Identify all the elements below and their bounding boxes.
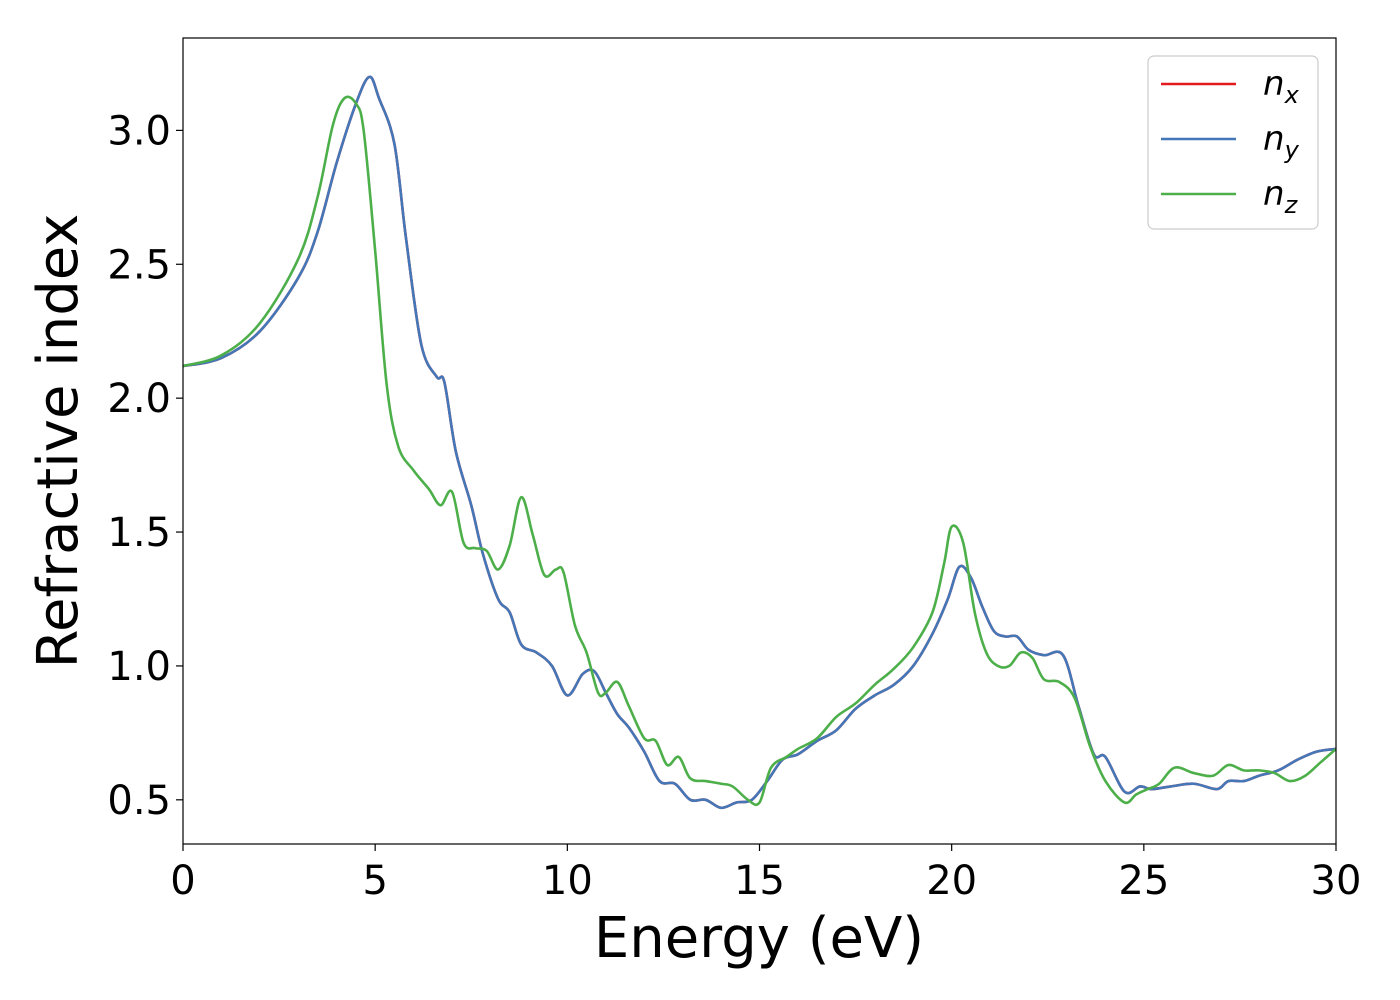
series-line-nz xyxy=(182,95,1337,807)
y-tick-label: 1.0 xyxy=(107,644,171,690)
x-axis-ticks: 0 5 10 15 20 25 30 xyxy=(170,844,1361,904)
y-tick-label: 0.5 xyxy=(107,778,171,824)
x-tick-label: 15 xyxy=(734,858,785,904)
y-tick-label: 2.5 xyxy=(107,242,171,288)
y-tick-label: 1.5 xyxy=(107,510,171,556)
legend-box xyxy=(1147,55,1319,230)
x-tick-label: 20 xyxy=(926,858,977,904)
x-axis-title: Energy (eV) xyxy=(594,906,924,971)
legend-subscript-y: y xyxy=(1284,136,1300,164)
x-tick-label: 5 xyxy=(362,858,387,904)
legend-subscript-x: x xyxy=(1284,81,1300,109)
x-tick-label: 30 xyxy=(1311,858,1362,904)
series-layer xyxy=(182,75,1337,810)
x-tick-label: 25 xyxy=(1118,858,1169,904)
y-tick-label: 2.0 xyxy=(107,376,171,422)
y-axis-title: Refractive index xyxy=(26,214,91,669)
x-tick-label: 10 xyxy=(542,858,593,904)
y-tick-label: 3.0 xyxy=(107,108,171,154)
y-axis-ticks: 0.5 1.0 1.5 2.0 2.5 3.0 xyxy=(107,108,183,824)
series-line-ny xyxy=(182,75,1337,810)
legend-subscript-z: z xyxy=(1284,191,1299,219)
x-tick-label: 0 xyxy=(170,858,195,904)
